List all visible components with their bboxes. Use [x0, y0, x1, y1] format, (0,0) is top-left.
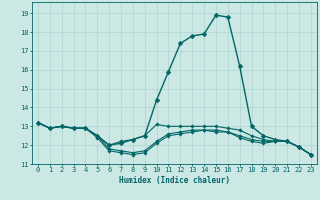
X-axis label: Humidex (Indice chaleur): Humidex (Indice chaleur)	[119, 176, 230, 185]
